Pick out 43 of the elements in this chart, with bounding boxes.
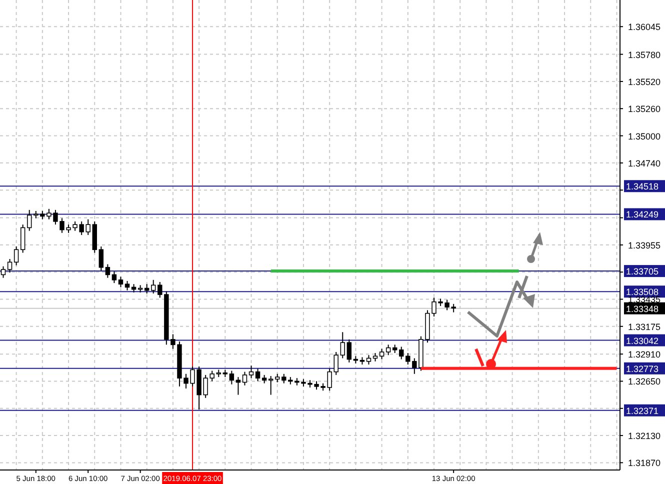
candlestick — [112, 271, 117, 284]
candlestick — [7, 258, 12, 274]
y-tick-label: 1.34740 — [628, 158, 661, 168]
ref-line-label: 1.34249 — [626, 210, 659, 220]
candlestick — [118, 276, 124, 288]
candlestick — [386, 344, 391, 356]
candlestick — [98, 246, 104, 272]
y-tick-label: 1.36045 — [628, 22, 661, 32]
candlestick — [379, 348, 384, 360]
y-tick-label: 1.35260 — [628, 104, 661, 114]
candlestick — [268, 376, 274, 396]
candlestick — [151, 279, 156, 294]
candlestick — [144, 284, 150, 294]
y-tick-label: 1.33955 — [628, 240, 661, 250]
y-tick-label: 1.32910 — [628, 350, 661, 360]
candlestick — [14, 246, 19, 266]
ref-line-label: 1.33042 — [626, 336, 659, 346]
candlestick — [399, 346, 404, 360]
y-tick-label: 1.31870 — [628, 458, 661, 468]
y-tick-label: 1.35000 — [628, 131, 661, 142]
y-tick-label: 1.35520 — [628, 76, 661, 87]
y-tick-label: 1.35780 — [628, 50, 661, 60]
y-tick-label: 1.32130 — [628, 431, 661, 442]
ref-line-label: 1.33705 — [626, 266, 659, 277]
y-tick-label: 1.33175 — [628, 322, 661, 332]
candlestick — [27, 209, 32, 232]
y-tick-label: 1.33435 — [628, 294, 661, 305]
candlestick — [248, 365, 254, 379]
ref-line-label: 1.32773 — [626, 364, 659, 374]
ref-line-label: 1.34518 — [626, 182, 659, 192]
ref-line-label: 1.33508 — [626, 287, 659, 298]
ref-line-label: 1.32371 — [626, 406, 659, 416]
candlestick — [105, 264, 110, 278]
candlestick — [340, 332, 345, 359]
candlestick — [366, 354, 372, 366]
candlestick — [242, 371, 248, 386]
candlestick — [346, 338, 352, 363]
ref-line-label: 1.33348 — [626, 304, 659, 314]
y-tick-label: 1.32650 — [628, 376, 661, 387]
candlestick — [20, 224, 26, 254]
candlestick — [229, 370, 234, 385]
candlestick — [124, 280, 130, 291]
candlestick — [255, 368, 260, 382]
